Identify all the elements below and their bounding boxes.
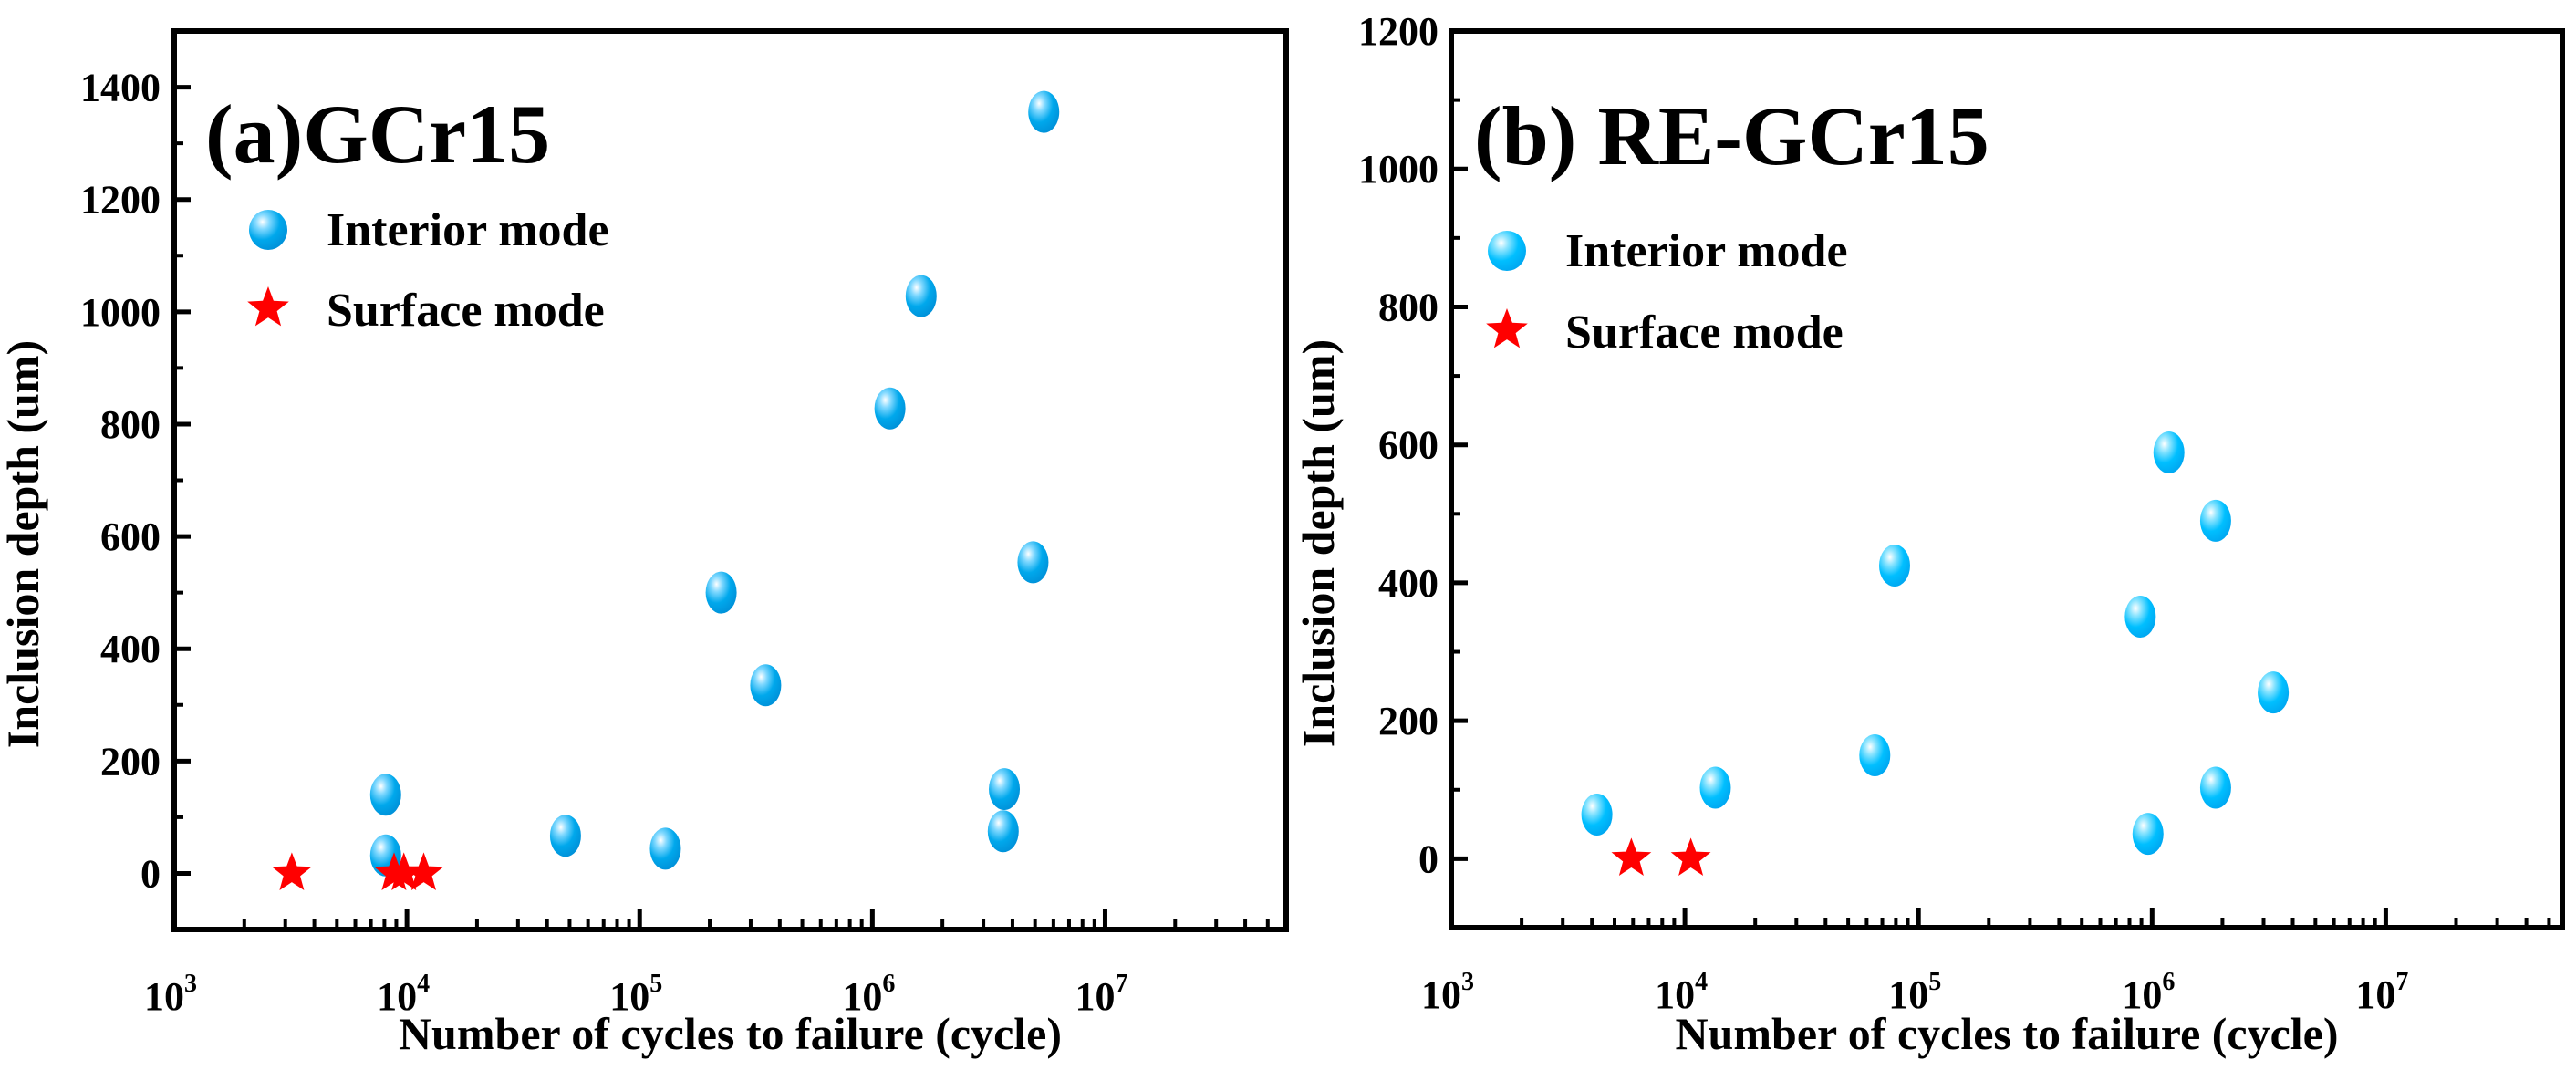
panel-title: (a)GCr15 bbox=[205, 88, 550, 181]
legend-label-interior: Interior mode bbox=[1565, 225, 1848, 277]
data-point-surface bbox=[403, 852, 444, 890]
data-point-interior bbox=[989, 768, 1021, 811]
data-point-interior bbox=[2153, 431, 2185, 474]
y-axis-title: Inclusion depth (um) bbox=[0, 340, 48, 748]
x-tick-exponent: 7 bbox=[1115, 970, 1127, 998]
legend-label-surface: Surface mode bbox=[1565, 306, 1844, 358]
x-tick-base: 10 bbox=[1421, 972, 1461, 1017]
data-point-interior bbox=[905, 275, 937, 317]
y-tick-label: 400 bbox=[100, 627, 161, 671]
x-tick-exponent: 4 bbox=[417, 970, 430, 998]
x-tick-exponent: 4 bbox=[1695, 968, 1708, 996]
x-tick-base: 10 bbox=[2355, 972, 2395, 1017]
x-tick-base: 10 bbox=[377, 974, 417, 1019]
data-point-interior bbox=[369, 774, 401, 816]
data-point-interior bbox=[750, 664, 782, 707]
x-axis-title: Number of cycles to failure (cycle) bbox=[1675, 1008, 2338, 1059]
legend-marker-surface bbox=[1486, 308, 1528, 348]
y-tick-label: 0 bbox=[1418, 836, 1439, 881]
x-tick-base: 10 bbox=[2122, 972, 2162, 1017]
data-point-surface bbox=[272, 852, 312, 890]
y-tick-label: 1000 bbox=[1358, 147, 1439, 192]
legend-marker-interior bbox=[1488, 231, 1526, 271]
x-tick-exponent: 6 bbox=[2162, 968, 2175, 996]
legend-label-interior: Interior mode bbox=[327, 204, 609, 256]
y-axis-title: Inclusion depth (um) bbox=[1293, 339, 1344, 747]
legend-marker-surface bbox=[247, 286, 289, 327]
x-tick-base: 10 bbox=[144, 974, 184, 1019]
x-tick-label: 107 bbox=[1075, 970, 1127, 1019]
data-point-interior bbox=[874, 387, 906, 430]
panel-title: (b) RE-GCr15 bbox=[1474, 89, 1989, 182]
legend-label-surface: Surface mode bbox=[327, 285, 605, 337]
y-tick-label: 800 bbox=[1378, 285, 1439, 329]
x-tick-exponent: 3 bbox=[184, 970, 197, 998]
data-point-interior bbox=[987, 810, 1019, 853]
y-tick-label: 1200 bbox=[1358, 9, 1439, 54]
data-point-interior bbox=[2258, 671, 2290, 714]
y-tick-label: 600 bbox=[1378, 423, 1439, 468]
legend-marker-interior bbox=[249, 210, 287, 250]
x-tick-base: 10 bbox=[842, 974, 882, 1019]
plot-frame bbox=[1449, 28, 2565, 930]
y-tick-label: 600 bbox=[100, 514, 161, 559]
y-tick-label: 1200 bbox=[80, 178, 161, 223]
data-point-interior bbox=[649, 827, 681, 870]
x-tick-base: 10 bbox=[1655, 972, 1695, 1017]
data-point-interior bbox=[1028, 90, 1060, 133]
y-tick-label: 1400 bbox=[80, 66, 161, 110]
data-point-surface bbox=[1611, 837, 1652, 876]
x-tick-label: 104 bbox=[377, 970, 430, 1019]
x-tick-base: 10 bbox=[609, 974, 649, 1019]
y-tick-label: 0 bbox=[140, 851, 161, 896]
data-point-interior bbox=[1017, 541, 1049, 584]
x-tick-exponent: 6 bbox=[882, 970, 895, 998]
x-tick-exponent: 5 bbox=[1928, 968, 1941, 996]
data-point-surface bbox=[1670, 837, 1711, 876]
data-point-interior bbox=[1699, 766, 1731, 809]
x-tick-base: 10 bbox=[1888, 972, 1928, 1017]
x-tick-label: 103 bbox=[144, 970, 197, 1019]
x-tick-label: 105 bbox=[1888, 968, 1941, 1017]
data-point-interior bbox=[2132, 813, 2164, 856]
data-point-interior bbox=[1581, 793, 1613, 836]
data-point-interior bbox=[549, 815, 581, 857]
y-tick-label: 800 bbox=[100, 402, 161, 447]
y-tick-label: 1000 bbox=[80, 290, 161, 335]
x-tick-exponent: 7 bbox=[2395, 968, 2408, 996]
x-tick-label: 106 bbox=[2122, 968, 2175, 1017]
x-tick-exponent: 3 bbox=[1461, 968, 1474, 996]
x-tick-label: 103 bbox=[1421, 968, 1474, 1017]
data-point-interior bbox=[2199, 499, 2231, 542]
x-tick-label: 105 bbox=[609, 970, 662, 1019]
data-point-surface bbox=[383, 852, 424, 890]
x-tick-label: 104 bbox=[1655, 968, 1708, 1017]
data-point-interior bbox=[1859, 733, 1891, 776]
x-tick-label: 106 bbox=[842, 970, 895, 1019]
data-point-interior bbox=[1878, 545, 1910, 587]
data-point-interior bbox=[705, 571, 737, 614]
x-tick-exponent: 5 bbox=[649, 970, 662, 998]
y-tick-label: 200 bbox=[1378, 699, 1439, 743]
data-point-interior bbox=[2199, 766, 2231, 809]
y-tick-label: 400 bbox=[1378, 561, 1439, 606]
y-tick-label: 200 bbox=[100, 739, 161, 784]
x-axis-title: Number of cycles to failure (cycle) bbox=[399, 1008, 1062, 1059]
data-point-interior bbox=[2124, 595, 2156, 638]
x-tick-label: 107 bbox=[2355, 968, 2408, 1017]
x-tick-base: 10 bbox=[1075, 974, 1115, 1019]
